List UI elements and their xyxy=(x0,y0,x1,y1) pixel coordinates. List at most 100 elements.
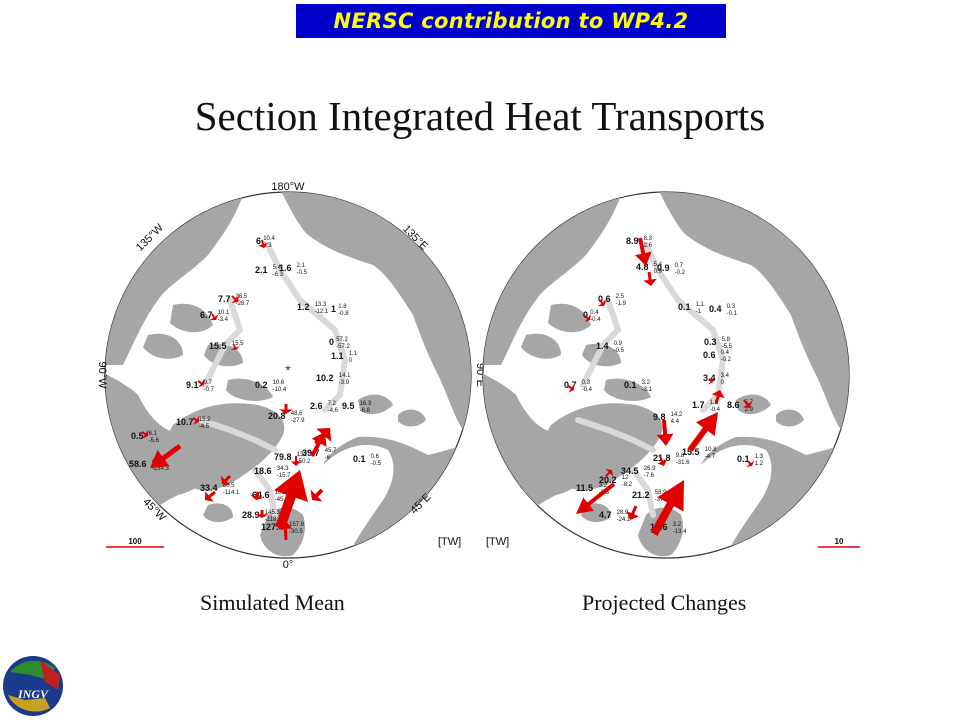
right-value-main: 15.5 xyxy=(682,447,700,457)
left-value-negative: -12.1 xyxy=(315,309,329,315)
right-value-main: 9.8 xyxy=(653,412,666,422)
right-caption: Projected Changes xyxy=(582,590,747,615)
right-polar-map: 8.9 8.32.64.8 5.40.90.9 0.7-0.20.6 2.5-1.90 0… xyxy=(482,191,850,559)
left-arrow xyxy=(279,404,293,414)
left-value-positive: 130 xyxy=(297,452,308,458)
left-value-main: 20.8 xyxy=(268,411,286,421)
left-value-positive: 0.6 xyxy=(371,454,380,460)
left-scale-value: 100 xyxy=(128,537,142,546)
right-value-positive: 26.9 xyxy=(644,466,656,472)
right-value-positive: 1.3 xyxy=(755,454,764,460)
left-arrow xyxy=(258,239,269,248)
right-value-positive: 0.9 xyxy=(614,341,623,347)
ingv-logo: INGV xyxy=(3,656,63,716)
left-value-negative: -5.6 xyxy=(149,438,160,444)
right-scale-value: 10 xyxy=(835,537,844,546)
right-value-positive: 9.8 xyxy=(676,453,685,459)
left-value-positive: 48.6 xyxy=(291,411,303,417)
left-arrow xyxy=(278,520,293,541)
left-section-lines xyxy=(197,242,349,518)
right-arrow xyxy=(650,480,684,536)
left-value-main: 10.2 xyxy=(316,373,334,383)
left-arrow xyxy=(231,295,239,303)
left-value-positive: 1.1 xyxy=(349,351,358,357)
right-value-main: 8.9 xyxy=(626,236,639,246)
left-value-negative: -6.8 xyxy=(360,408,371,414)
right-value-negative: -5.5 xyxy=(722,344,733,350)
right-value-main: 34.5 xyxy=(621,466,639,476)
right-arrow xyxy=(635,237,652,266)
right-value-positive: 5.7 xyxy=(745,400,754,406)
left-value-main: 1.2 xyxy=(297,302,310,312)
right-value-negative: -8.2 xyxy=(622,482,633,488)
right-value-negative: 4.4 xyxy=(671,419,680,425)
right-value-negative: -0.4 xyxy=(590,317,601,323)
left-arrow xyxy=(310,432,327,457)
left-polar-map: 180°W 0° 90°W 90°E 135°W 135°E 45°W 45°E… xyxy=(96,181,486,571)
left-value-main: 0 xyxy=(329,337,334,347)
right-value-negative: -31.6 xyxy=(676,460,690,466)
left-arrow xyxy=(150,443,182,468)
left-value-main: 18.6 xyxy=(254,466,272,476)
left-value-positive: 16.3 xyxy=(360,401,372,407)
left-lon-0: 0° xyxy=(283,559,294,571)
left-value-main: 127.4 xyxy=(261,522,284,532)
right-value-main: 0.7 xyxy=(564,380,577,390)
left-value-main: 0.1 xyxy=(353,454,366,464)
left-value-negative: -4.5 xyxy=(199,424,210,430)
left-arrow xyxy=(310,488,324,502)
right-value-negative: 1.2 xyxy=(755,461,764,467)
right-arrow xyxy=(743,399,752,408)
right-transport-values: 8.9 8.32.64.8 5.40.90.9 0.7-0.20.6 2.5-1.90 0… xyxy=(564,236,764,535)
right-value-negative: -0.5 xyxy=(614,348,625,354)
right-value-positive: 12 xyxy=(622,475,629,481)
left-value-negative: 0 xyxy=(349,358,353,364)
left-value-main: 1.6 xyxy=(279,263,292,273)
left-value-positive: 2.1 xyxy=(297,263,306,269)
right-arrow xyxy=(708,376,715,385)
right-arrow xyxy=(657,455,668,466)
left-value-negative: -57.2 xyxy=(336,344,350,350)
right-value-main: 0.6 xyxy=(598,294,611,304)
right-arrow xyxy=(656,419,674,446)
right-arrow xyxy=(584,314,591,323)
right-value-main: 0.3 xyxy=(704,337,717,347)
left-value-positive: 157.9 xyxy=(289,522,305,528)
left-value-negative: -6 xyxy=(325,455,331,461)
left-unit-label: [TW] xyxy=(438,536,461,548)
left-value-negative: -0.5 xyxy=(371,461,382,467)
right-arrow xyxy=(605,469,613,477)
left-transport-values: 6 10.43.32.1 5.4-6.31.6 2.1-0.57.7 36.5-28.7… xyxy=(129,236,382,535)
left-value-main: 7.7 xyxy=(218,294,231,304)
page-title: Section Integrated Heat Transports xyxy=(194,93,766,139)
left-value-negative: -10.4 xyxy=(273,387,287,393)
left-value-negative: -114.1 xyxy=(223,490,240,496)
right-value-positive: 3.2 xyxy=(599,483,608,489)
right-value-positive: 0.7 xyxy=(675,263,684,269)
left-value-negative: -45.3 xyxy=(275,497,289,503)
right-value-main: 0.1 xyxy=(624,380,637,390)
right-value-positive: 5.4 xyxy=(654,262,663,268)
left-value-positive: 57.2 xyxy=(336,337,348,343)
right-value-positive: 0.4 xyxy=(721,350,730,356)
right-value-main: 0.1 xyxy=(678,302,691,312)
right-value-main: 0.4 xyxy=(709,304,722,314)
left-value-positive: 6.1 xyxy=(149,431,158,437)
left-value-negative: -118.4 xyxy=(265,517,282,523)
right-value-positive: 0.3 xyxy=(727,304,736,310)
right-value-positive: 58.9 xyxy=(655,490,667,496)
right-value-positive: 5.8 xyxy=(722,337,731,343)
right-value-positive: 0.3 xyxy=(582,380,591,386)
left-value-main: 10.7 xyxy=(176,417,194,427)
right-arrow xyxy=(687,412,718,452)
right-value-negative: -24.1 xyxy=(617,517,631,523)
left-value-negative: -6.3 xyxy=(273,272,284,278)
right-value-negative: -7.6 xyxy=(644,473,655,479)
left-arrow xyxy=(220,474,232,486)
left-value-main: 2.6 xyxy=(310,401,323,411)
left-value-negative: -4.6 xyxy=(328,408,339,414)
left-value-negative: -0.7 xyxy=(204,387,215,393)
left-value-negative: -30.5 xyxy=(289,529,303,535)
left-arrow xyxy=(209,313,219,321)
